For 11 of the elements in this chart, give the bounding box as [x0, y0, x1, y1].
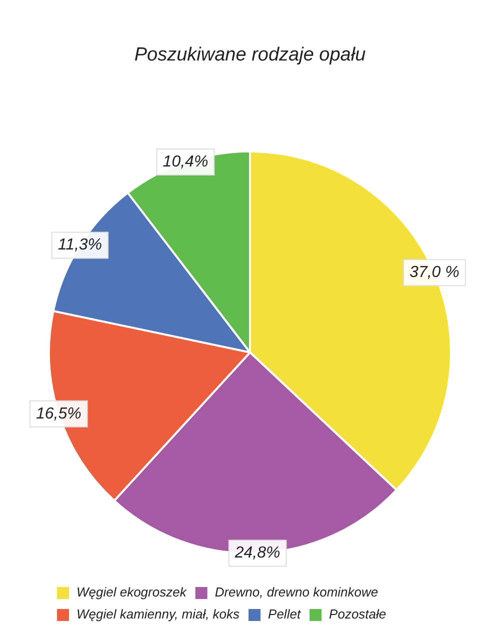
data-label: 11,3% — [58, 236, 102, 254]
legend-label: Pellet — [268, 606, 302, 622]
data-label: 24,8% — [234, 544, 280, 562]
legend-label: Pozostałe — [329, 606, 386, 622]
legend-label: Węgiel kamienny, miał, koks — [76, 606, 240, 622]
chart-title: Poszukiwane rodzaje opału — [134, 44, 366, 66]
legend-label: Węgiel ekogroszek — [76, 584, 188, 600]
legend-label: Drewno, drewno kominkowe — [214, 584, 378, 600]
data-label: 10,4% — [162, 153, 208, 170]
data-label: 16,5% — [36, 405, 82, 422]
data-label: 37,0 % — [410, 264, 460, 282]
